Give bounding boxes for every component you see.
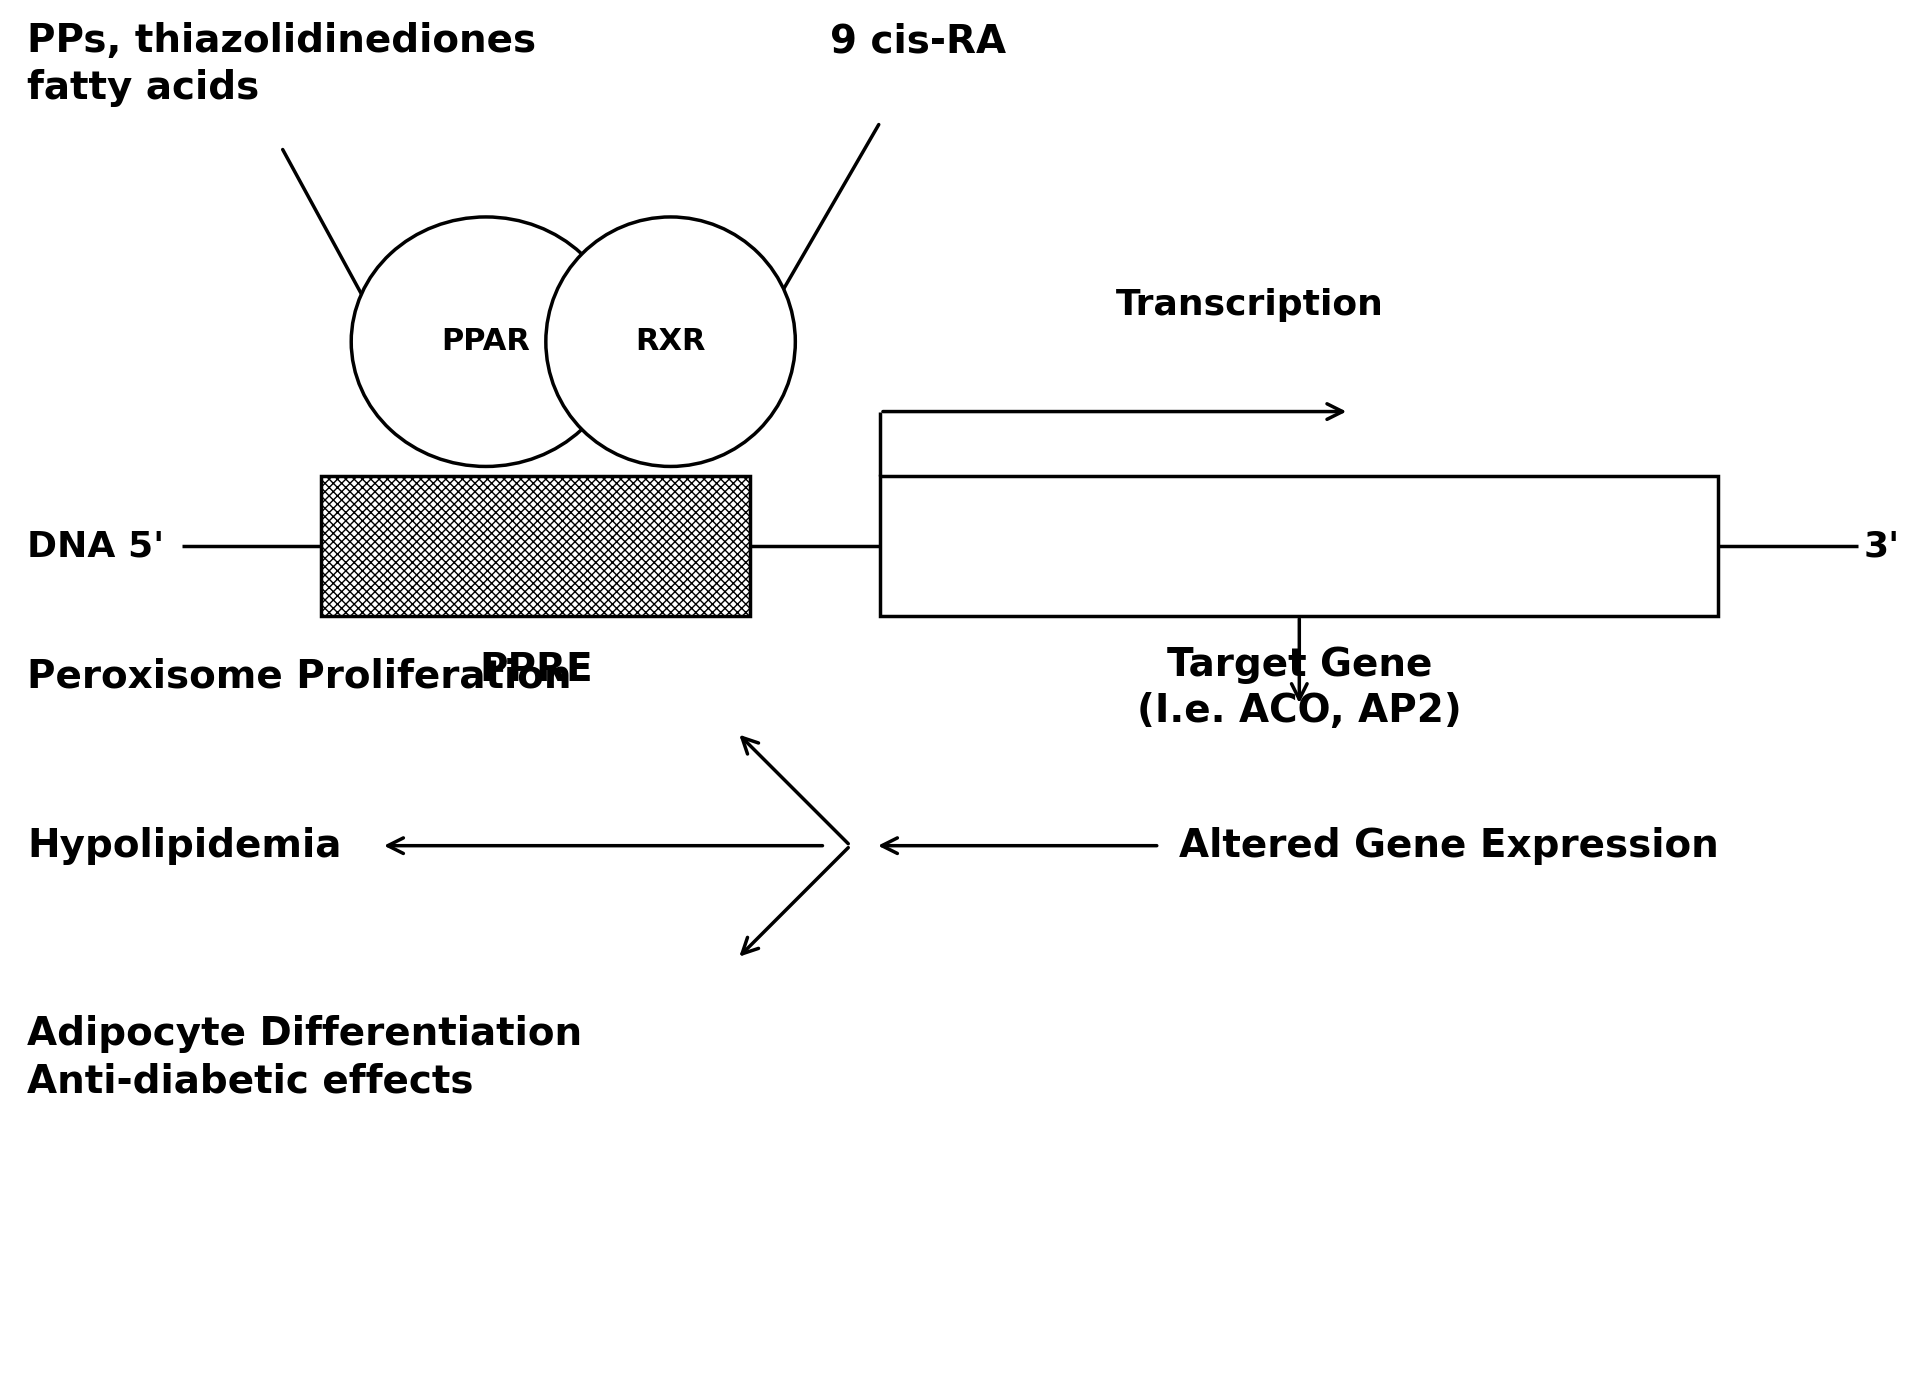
Text: PPRE: PPRE <box>478 651 593 689</box>
Text: Peroxisome Proliferation: Peroxisome Proliferation <box>27 656 572 695</box>
Text: PPAR: PPAR <box>442 327 530 356</box>
Text: 3': 3' <box>1863 530 1900 563</box>
Ellipse shape <box>352 217 620 466</box>
Text: Transcription: Transcription <box>1115 288 1383 322</box>
Text: 9 cis-RA: 9 cis-RA <box>830 22 1006 61</box>
Text: RXR: RXR <box>635 327 706 356</box>
Bar <box>880 476 1718 616</box>
Text: Adipocyte Differentiation
Anti-diabetic effects: Adipocyte Differentiation Anti-diabetic … <box>27 1015 582 1101</box>
Text: Altered Gene Expression: Altered Gene Expression <box>1178 827 1720 864</box>
Text: Hypolipidemia: Hypolipidemia <box>27 827 341 864</box>
Bar <box>321 476 750 616</box>
Text: DNA 5': DNA 5' <box>27 530 165 563</box>
Text: PPs, thiazolidinediones
fatty acids: PPs, thiazolidinediones fatty acids <box>27 22 536 107</box>
Ellipse shape <box>545 217 796 466</box>
Text: Target Gene
(I.e. ACO, AP2): Target Gene (I.e. ACO, AP2) <box>1136 647 1462 729</box>
